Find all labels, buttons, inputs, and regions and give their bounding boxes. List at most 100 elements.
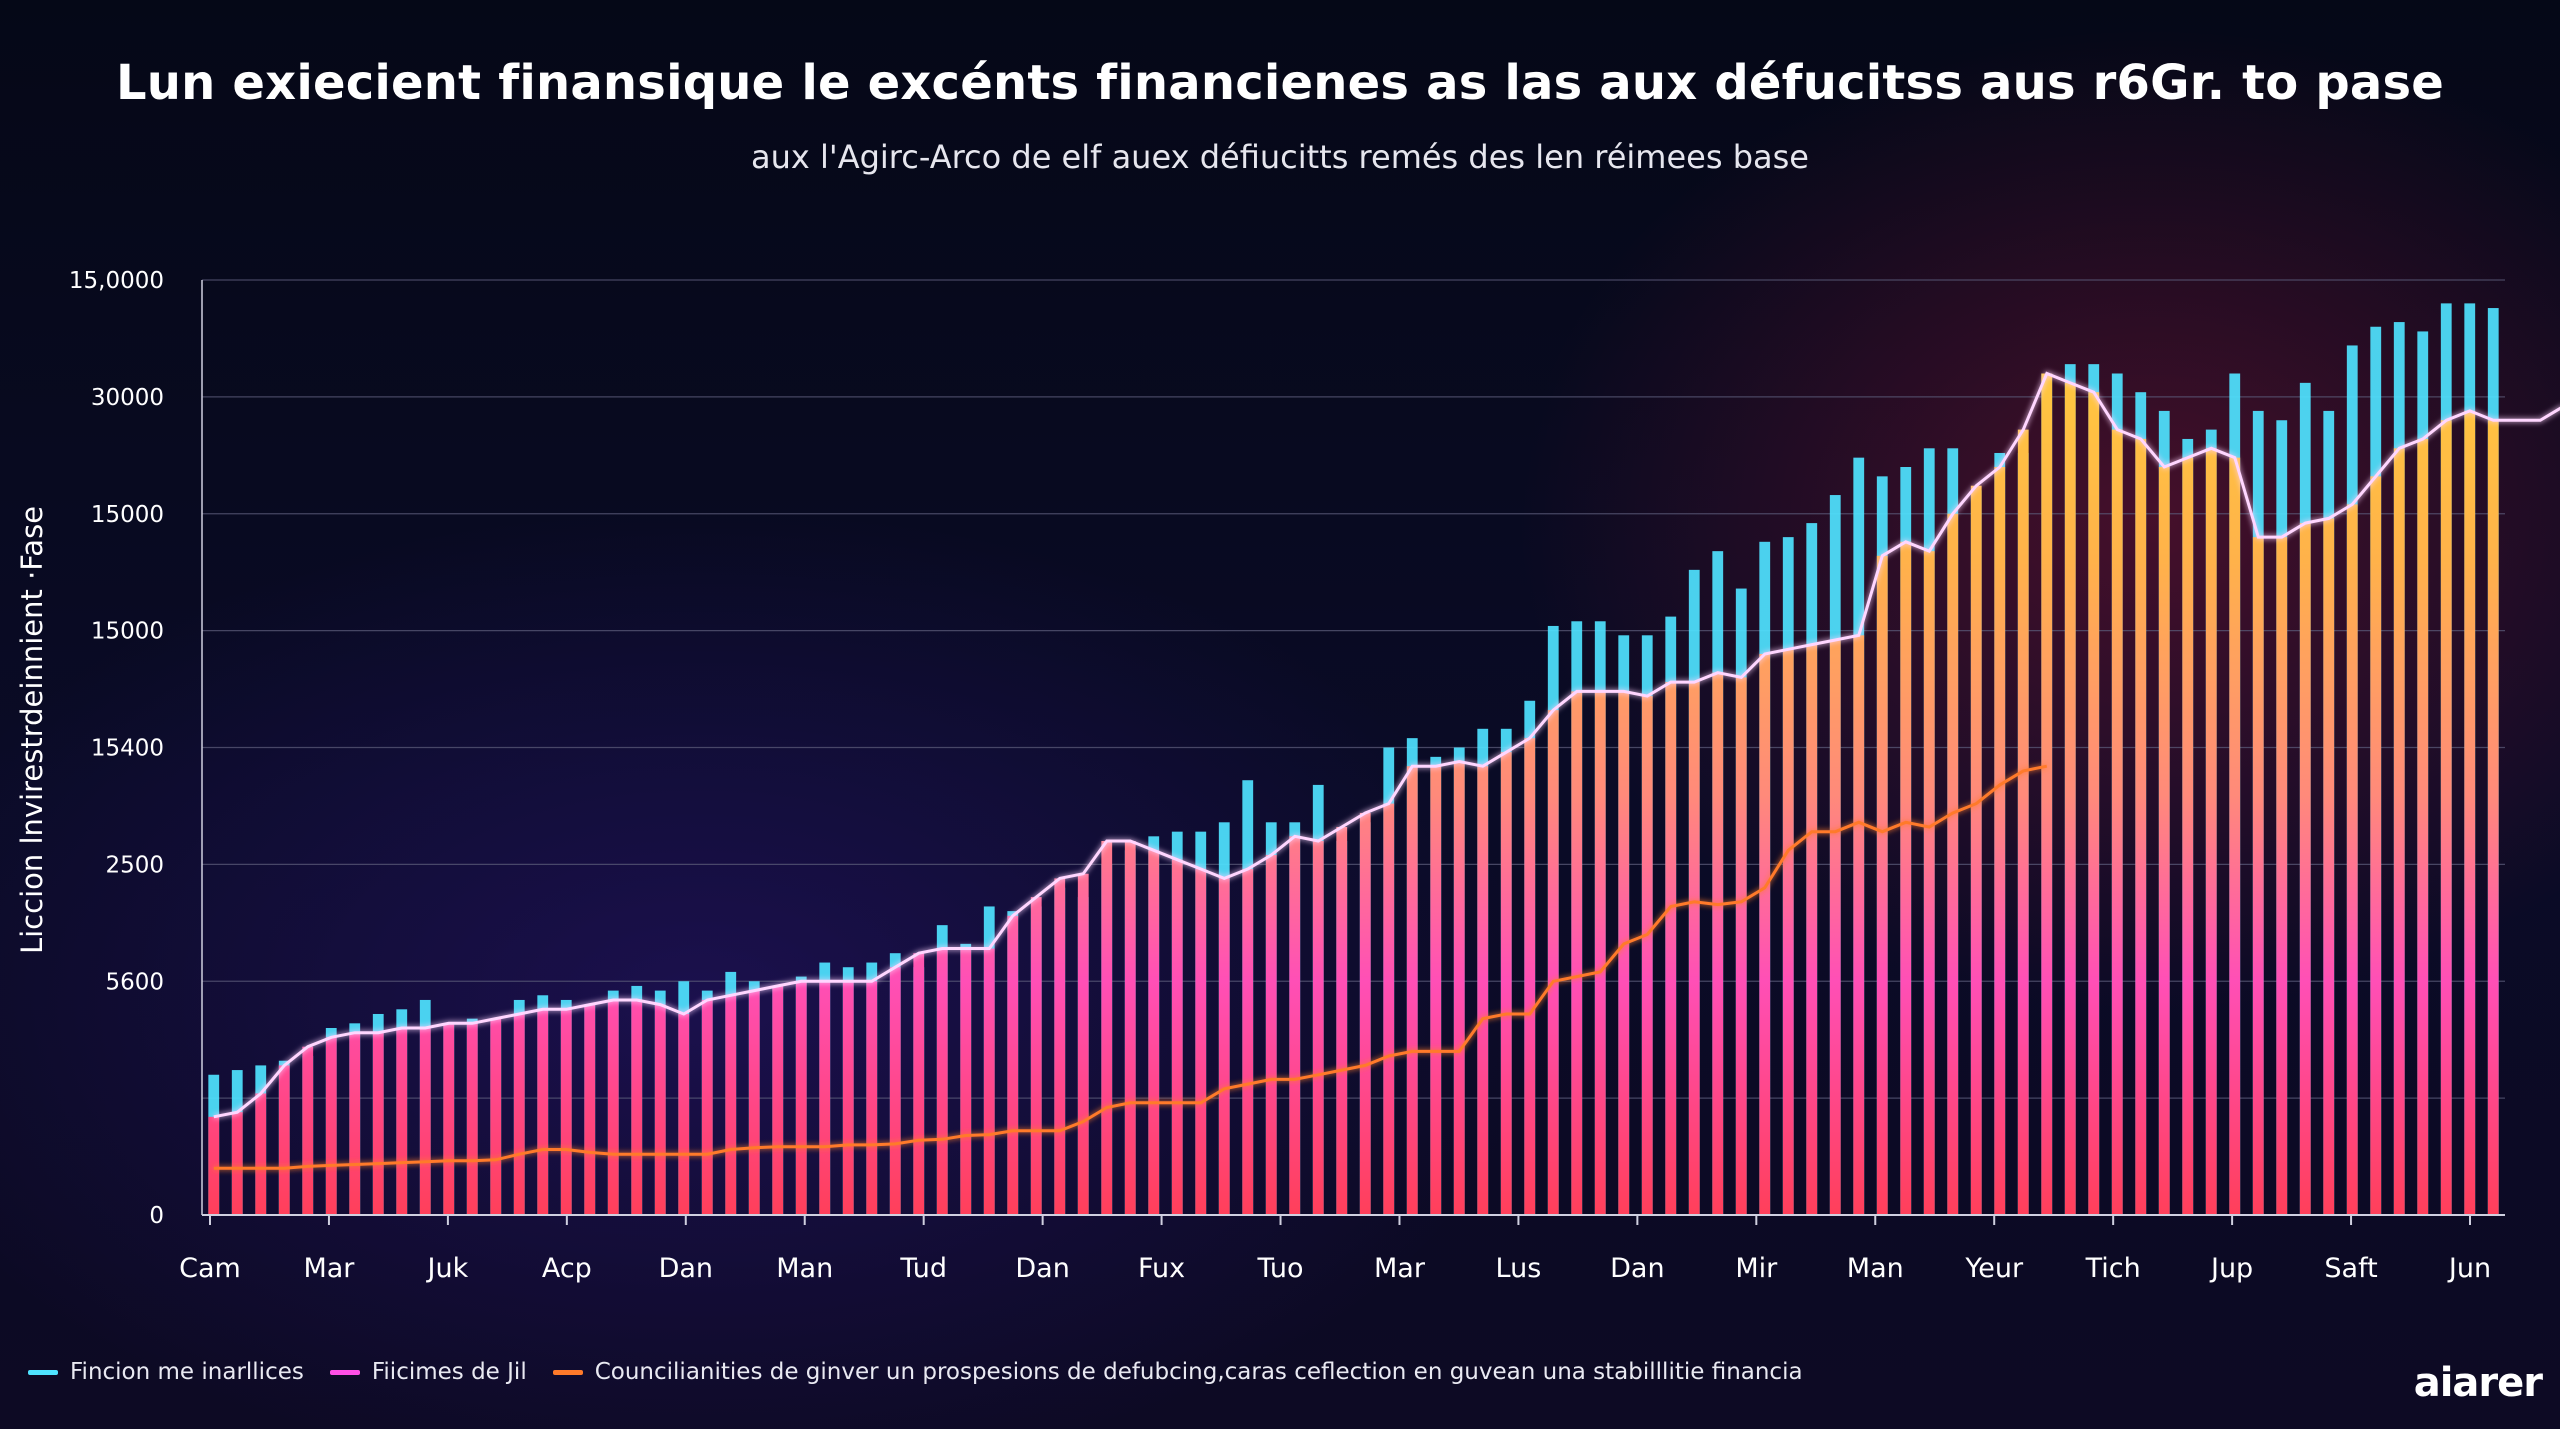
main-bar bbox=[1242, 869, 1254, 1215]
x-tick-label: Yeur bbox=[1964, 1253, 2024, 1284]
series-lines bbox=[213, 371, 2560, 1170]
main-bar bbox=[325, 1037, 337, 1215]
main-bar bbox=[1853, 635, 1865, 1215]
magenta-series-line bbox=[213, 371, 2560, 1119]
main-bar bbox=[1594, 691, 1606, 1215]
main-bar bbox=[1712, 672, 1724, 1215]
legend-swatch-orange bbox=[552, 1369, 583, 1375]
main-bar bbox=[2017, 429, 2029, 1216]
main-bar bbox=[1148, 850, 1160, 1215]
x-tick-label: Tud bbox=[899, 1253, 947, 1284]
x-tick-label: Mir bbox=[1735, 1253, 1778, 1284]
y-tick-label: 30000 bbox=[91, 385, 164, 411]
main-bar bbox=[1383, 803, 1395, 1215]
main-bar bbox=[1923, 551, 1935, 1215]
main-bar bbox=[466, 1023, 478, 1215]
main-bar bbox=[1524, 738, 1536, 1215]
x-tick-label: Acp bbox=[542, 1253, 592, 1284]
y-tick-label: 0 bbox=[149, 1203, 164, 1229]
main-bar bbox=[1312, 841, 1324, 1215]
main-bar bbox=[936, 948, 948, 1215]
main-bar bbox=[2135, 438, 2147, 1215]
legend-swatch-magenta bbox=[329, 1369, 360, 1375]
main-bar bbox=[1289, 836, 1301, 1215]
main-bar bbox=[2041, 373, 2053, 1215]
x-tick-label: Cam bbox=[179, 1253, 241, 1284]
main-bar bbox=[2064, 382, 2076, 1216]
main-bar bbox=[983, 948, 995, 1215]
legend: Fincion me inarllices Fiicimes de Jil Co… bbox=[28, 1359, 1829, 1385]
main-bar bbox=[1054, 878, 1066, 1215]
main-bar bbox=[372, 1032, 384, 1215]
main-bar bbox=[1124, 841, 1136, 1215]
main-bar bbox=[1665, 682, 1677, 1215]
x-tick-label: Jup bbox=[2209, 1253, 2253, 1284]
main-bar bbox=[631, 999, 643, 1215]
main-bar bbox=[1406, 766, 1418, 1215]
main-bar bbox=[1806, 644, 1818, 1215]
main-bar bbox=[1641, 696, 1653, 1215]
main-bar bbox=[866, 981, 878, 1215]
main-bar bbox=[1759, 654, 1771, 1215]
main-bar bbox=[560, 1009, 572, 1215]
main-bar bbox=[1500, 752, 1512, 1215]
x-tick-label: Lus bbox=[1496, 1253, 1542, 1284]
main-bar bbox=[2323, 518, 2335, 1215]
main-bar bbox=[1430, 766, 1442, 1215]
main-bar bbox=[772, 985, 784, 1215]
main-bar bbox=[654, 1004, 666, 1215]
y-tick-label: 15400 bbox=[91, 736, 164, 762]
main-bar bbox=[231, 1112, 243, 1215]
main-bar bbox=[1007, 915, 1019, 1215]
main-bar bbox=[2229, 457, 2241, 1215]
main-bar bbox=[1030, 897, 1042, 1215]
main-bar bbox=[419, 1028, 431, 1215]
x-tick-label: Dan bbox=[659, 1253, 713, 1284]
main-bar bbox=[678, 1013, 690, 1215]
main-bar bbox=[255, 1093, 267, 1215]
chart-title: Lun exiecient finansique le excénts fina… bbox=[115, 55, 2445, 111]
cyan-series-bars bbox=[208, 303, 2499, 1216]
main-bar bbox=[584, 1004, 596, 1215]
x-tick-label: Jun bbox=[2447, 1253, 2491, 1284]
main-bar bbox=[1101, 841, 1113, 1215]
legend-label-cyan: Fincion me inarllices bbox=[70, 1359, 304, 1385]
x-tick-label: Dan bbox=[1015, 1253, 1069, 1284]
legend-item-magenta: Fiicimes de Jil bbox=[329, 1359, 527, 1385]
main-bar bbox=[208, 1116, 220, 1215]
main-bar bbox=[1195, 869, 1207, 1215]
main-bar bbox=[2487, 420, 2499, 1215]
main-bar bbox=[725, 995, 737, 1215]
main-bar bbox=[819, 981, 831, 1215]
main-bar bbox=[889, 967, 901, 1215]
main-bar bbox=[1453, 761, 1465, 1215]
main-bar bbox=[490, 1018, 502, 1215]
y-tick-label: 2500 bbox=[105, 852, 164, 878]
y-tick-label: 15000 bbox=[91, 502, 164, 528]
x-tick-labels: Cam Mar Juk Acp Dan Man Tud Dan Fux Tuo Mar Lus Dan M… bbox=[179, 1253, 2491, 1284]
main-bar bbox=[2464, 410, 2476, 1215]
main-bar bbox=[1077, 873, 1089, 1215]
legend-item-cyan: Fincion me inarllices bbox=[28, 1359, 304, 1385]
main-bar bbox=[2158, 467, 2170, 1215]
y-tick-label: 15,0000 bbox=[69, 268, 164, 294]
main-bar bbox=[1336, 826, 1348, 1215]
main-bar bbox=[1900, 541, 1912, 1215]
main-bar bbox=[349, 1032, 361, 1215]
main-bar bbox=[1547, 710, 1559, 1215]
orange-series-line bbox=[213, 764, 2048, 1170]
main-bar bbox=[842, 981, 854, 1215]
main-bar bbox=[748, 990, 760, 1215]
main-bar bbox=[1265, 855, 1277, 1215]
main-bar bbox=[513, 1013, 525, 1215]
y-tick-label: 15000 bbox=[91, 619, 164, 645]
main-bar bbox=[1876, 555, 1888, 1215]
x-tick-label: Tich bbox=[2085, 1253, 2141, 1284]
main-bar bbox=[701, 999, 713, 1215]
main-bar bbox=[2252, 537, 2264, 1215]
main-series-bars bbox=[208, 373, 2499, 1216]
main-bar bbox=[278, 1065, 290, 1215]
x-tick-label: Juk bbox=[426, 1253, 469, 1284]
main-bar bbox=[302, 1046, 314, 1215]
main-bar bbox=[2088, 392, 2100, 1215]
